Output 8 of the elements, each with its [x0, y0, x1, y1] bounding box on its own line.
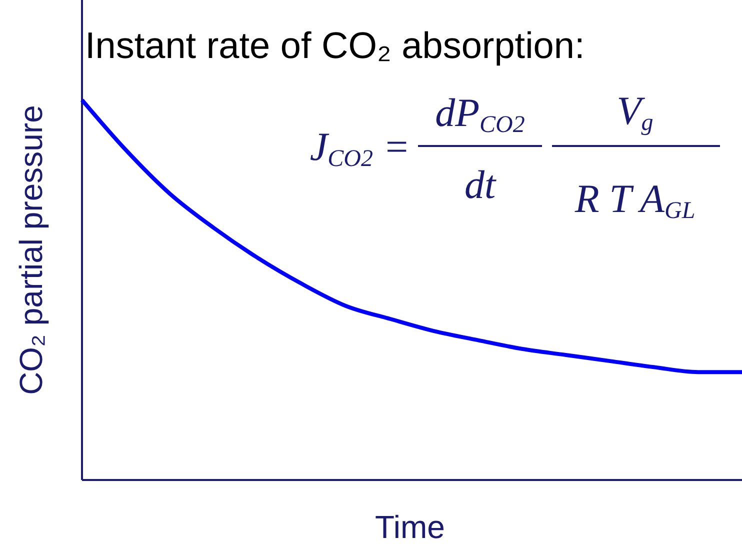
- annotation: dt: [464, 162, 496, 207]
- annotation: V$_{g}$: [616, 88, 654, 136]
- y-axis-title: CO₂ partial pressure: [13, 105, 49, 395]
- chart-title: Instant rate of CO₂ absorption:: [85, 25, 585, 66]
- x-axis-title: Time: [375, 509, 445, 545]
- annotation: dP$_{CO2}$: [435, 90, 525, 138]
- annotation: R T A$_{GL}$: [574, 176, 696, 224]
- annotation: J$_{CO2}$ =: [310, 124, 410, 172]
